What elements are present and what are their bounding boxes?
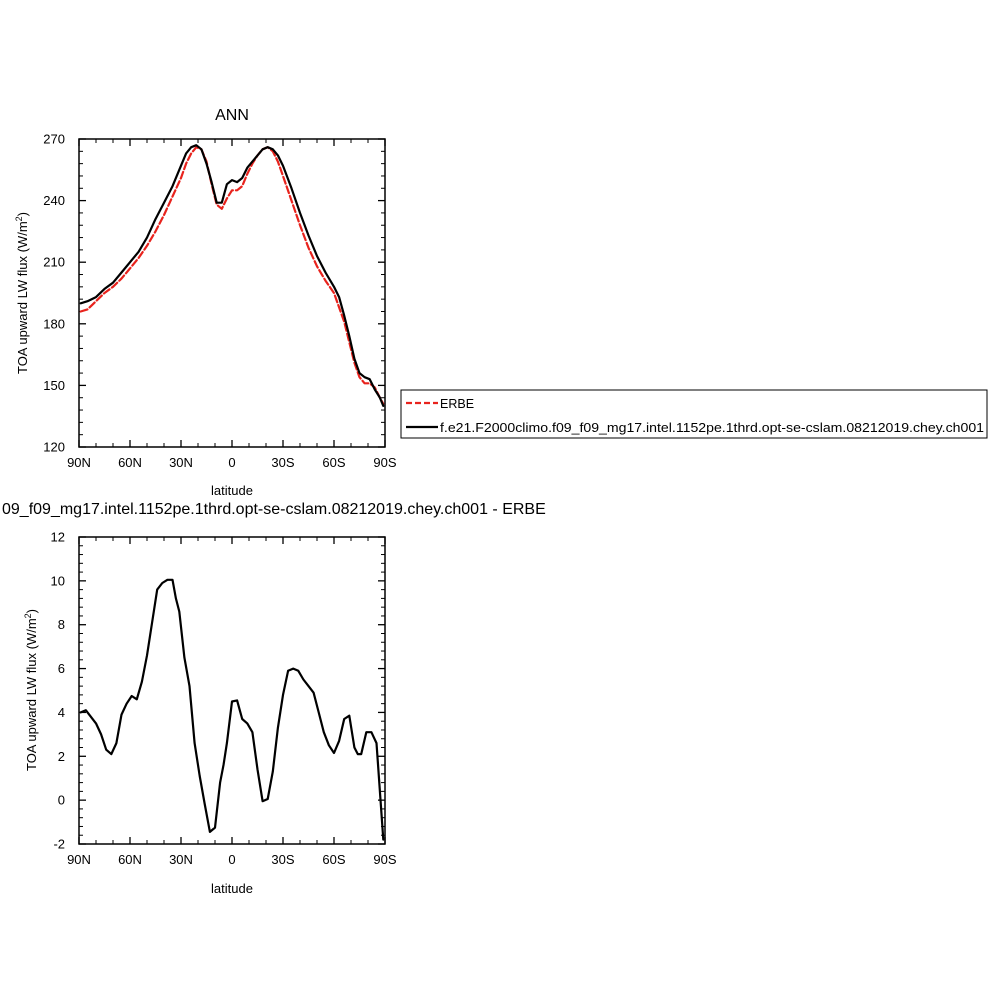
top-series-line-model (79, 144, 385, 407)
bottom-x-tick-label: 30S (271, 852, 294, 867)
top-y-tick-label: 180 (43, 316, 65, 331)
bottom-x-tick-label: 0 (228, 852, 235, 867)
top-x-tick-label: 30S (271, 455, 294, 470)
bottom-panel-frame (78, 536, 386, 845)
bottom-y-tick-label: 6 (58, 661, 65, 676)
top-panel-ticks: 90N 60N 30N 0 30S 60S 90S 120 150 180 210 240 270 (43, 132, 397, 471)
bottom-series-line-model (79, 578, 385, 841)
top-panel-frame (78, 138, 386, 448)
top-panel-title: ANN (215, 107, 249, 124)
top-panel: ANN 90N 60N 30N 0 30S 60S 90S 120 150 180 210 240 27… (14, 107, 397, 498)
bottom-panel-ticks: 90N 60N 30N 0 30S 60S 90S -2 0 2 4 6 8 10 12 (51, 530, 397, 868)
top-x-tick-label: 0 (228, 455, 235, 470)
top-series-line-erbe (79, 146, 385, 405)
top-y-tick-label: 120 (43, 440, 65, 455)
bottom-x-tick-label: 60S (322, 852, 345, 867)
top-panel-ylabel: TOA upward LW flux (W/m2) (14, 212, 30, 374)
top-x-tick-label: 90N (67, 455, 91, 470)
top-x-tick-label: 90S (373, 455, 396, 470)
legend-label-erbe: ERBE (440, 397, 474, 411)
top-y-tick-label: 150 (43, 378, 65, 393)
legend: ERBE f.e21.F2000climo.f09_f09_mg17.intel… (400, 389, 988, 439)
top-x-tick-label: 60N (118, 455, 142, 470)
legend-box (400, 389, 988, 439)
top-x-tick-label: 60S (322, 455, 345, 470)
bottom-panel-series (79, 578, 385, 841)
top-y-tick-label: 270 (43, 132, 65, 147)
bottom-panel-xlabel: latitude (211, 881, 253, 896)
bottom-y-tick-label: 12 (51, 530, 65, 545)
top-y-tick-label: 210 (43, 255, 65, 270)
bottom-y-tick-label: 2 (58, 749, 65, 764)
bottom-x-tick-label: 30N (169, 852, 193, 867)
bottom-x-tick-label: 90S (373, 852, 396, 867)
top-x-tick-label: 30N (169, 455, 193, 470)
bottom-y-tick-label: 0 (58, 793, 65, 808)
top-panel-xlabel: latitude (211, 483, 253, 498)
bottom-y-tick-label: 4 (58, 705, 65, 720)
bottom-panel: 09_f09_mg17.intel.1152pe.1thrd.opt-se-cs… (2, 501, 546, 896)
bottom-y-tick-label: 8 (58, 617, 65, 632)
top-y-tick-label: 240 (43, 193, 65, 208)
bottom-y-tick-label: 10 (51, 573, 65, 588)
top-panel-series (79, 144, 385, 407)
bottom-panel-ylabel: TOA upward LW flux (W/m2) (23, 609, 39, 771)
bottom-x-tick-label: 90N (67, 852, 91, 867)
bottom-panel-title: 09_f09_mg17.intel.1152pe.1thrd.opt-se-cs… (2, 501, 546, 518)
bottom-x-tick-label: 60N (118, 852, 142, 867)
legend-label-model: f.e21.F2000climo.f09_f09_mg17.intel.1152… (440, 421, 984, 435)
bottom-y-tick-label: -2 (53, 837, 65, 852)
